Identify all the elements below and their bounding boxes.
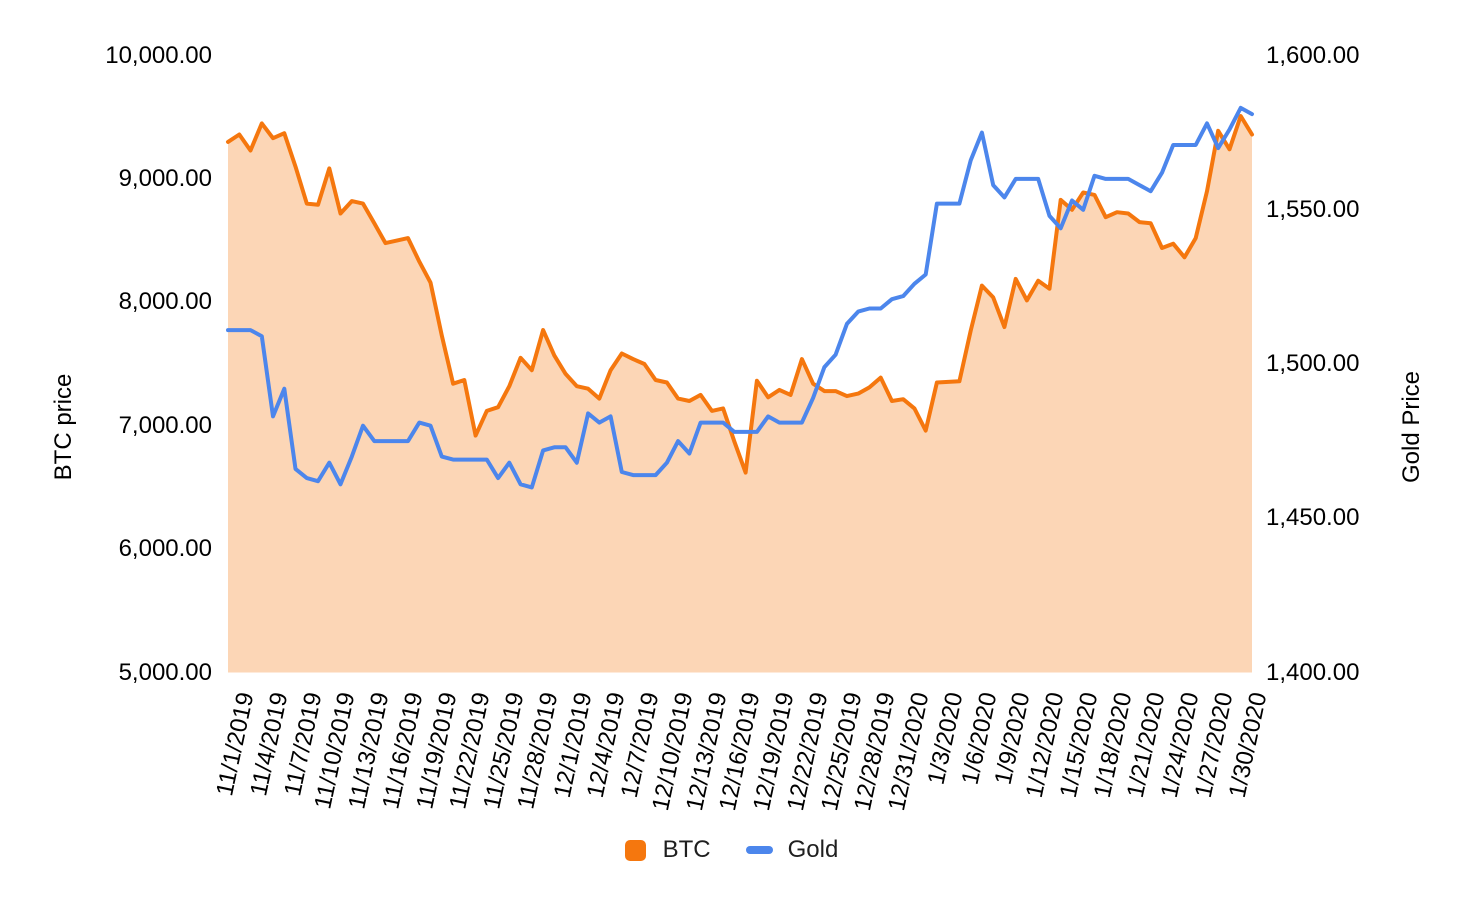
left-axis-tick-label: 5,000.00: [118, 658, 212, 686]
left-axis-tick-label: 8,000.00: [118, 288, 212, 316]
btc-line-series: [226, 114, 1254, 475]
btc-series-swatch-icon: [624, 839, 646, 861]
left-axis-title: BTC price: [50, 373, 77, 481]
left-axis-tick-label: 6,000.00: [118, 535, 212, 563]
right-axis-tick-label: 1,550.00: [1266, 195, 1360, 223]
gold-series-swatch-icon: [745, 846, 773, 854]
chart-legend: BTC Gold: [0, 836, 1463, 864]
right-axis-tick-label: 1,400.00: [1266, 658, 1360, 686]
btc-area-fill: [228, 116, 1252, 673]
left-axis-tick-label: 10,000.00: [105, 41, 212, 69]
left-axis-tick-label: 9,000.00: [118, 164, 212, 192]
legend-item-gold: Gold: [745, 836, 839, 864]
legend-item-btc: BTC: [624, 836, 711, 864]
right-axis-title: Gold Price: [1398, 370, 1425, 484]
right-axis-tick-label: 1,450.00: [1266, 504, 1360, 532]
left-axis-tick-label: 7,000.00: [118, 411, 212, 439]
right-axis-tick-label: 1,500.00: [1266, 350, 1360, 377]
legend-label-btc: BTC: [662, 836, 711, 863]
legend-label-gold: Gold: [787, 836, 839, 863]
gold-line-series: [226, 105, 1254, 490]
right-axis-tick-label: 1,600.00: [1266, 41, 1360, 69]
